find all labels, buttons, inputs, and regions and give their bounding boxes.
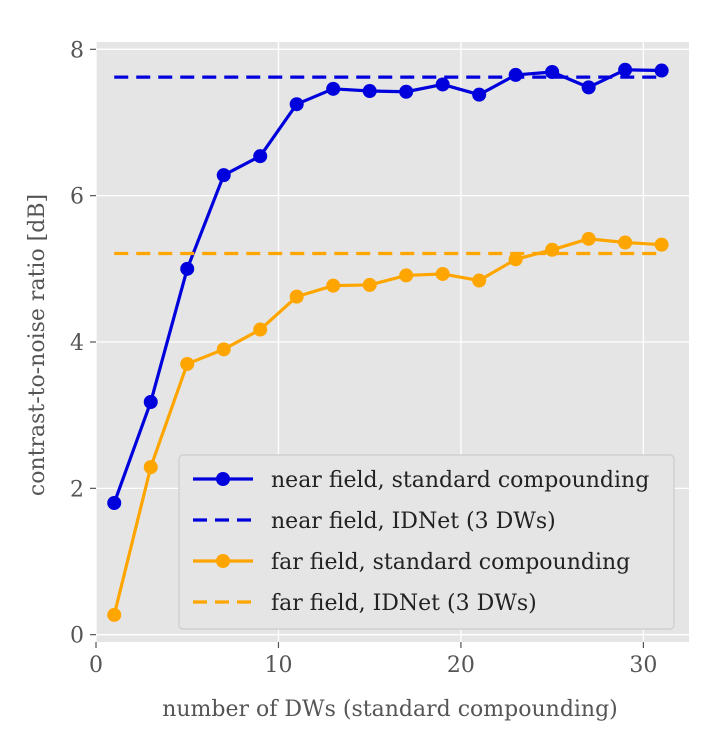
legend-box [178,454,675,630]
data-point [654,237,669,252]
data-point [143,460,158,475]
y-tick-label: 2 [70,477,84,502]
y-tick-label: 0 [70,624,84,649]
y-axis-label: contrast-to-noise ratio [dB] [25,194,50,496]
data-point [143,395,158,409]
series-layer [107,62,669,622]
data-point [326,278,341,293]
x-tick-label: 30 [629,653,657,678]
series-1 [107,62,669,510]
x-tick-label: 10 [264,653,292,678]
series-line [112,237,662,616]
data-point [654,63,669,78]
x-tick-label: 0 [89,653,103,678]
x-axis-label: number of DWs (standard compounding) [162,697,618,722]
data-point [508,67,523,82]
axis-ticks: 0 10 20 30 0 2 4 6 8 [70,38,657,678]
legend-label: near field, IDNet (3 DWs) [271,509,556,534]
legend-item: near field, standard compounding [193,468,649,493]
data-point [618,235,633,250]
legend: near field, standard compounding near fie… [178,454,675,630]
legend-label: near field, standard compounding [271,468,649,493]
data-point [399,268,414,283]
data-point [435,77,450,92]
data-point [545,65,560,79]
data-point [216,342,231,357]
y-tick-label: 8 [70,38,84,63]
data-point [180,261,195,276]
legend-marker [216,554,230,568]
legend-item: far field, standard compounding [193,550,630,575]
data-point [107,607,122,622]
legend-item: near field, IDNet (3 DWs) [193,509,556,534]
legend-label: far field, standard compounding [271,550,630,575]
y-tick-label: 6 [70,185,84,210]
legend-marker [216,472,230,486]
data-point [581,80,596,95]
series-line [112,68,662,504]
data-point [435,266,450,281]
series-3 [107,231,669,622]
data-point [107,495,122,510]
data-point [253,149,268,164]
data-point [362,84,377,99]
data-point [399,84,414,99]
data-point [508,252,523,267]
data-point [362,277,377,292]
data-point [472,273,487,288]
legend-item: far field, IDNet (3 DWs) [193,591,537,616]
data-point [581,231,596,246]
data-point [253,322,268,337]
x-tick-label: 20 [447,653,475,678]
data-point [472,87,487,102]
legend-label: far field, IDNet (3 DWs) [271,591,537,616]
data-point [326,81,341,96]
data-point [216,168,231,183]
data-point [289,289,304,304]
data-point [618,62,633,77]
data-point [289,97,304,112]
y-tick-label: 4 [70,331,84,356]
data-point [180,356,195,371]
